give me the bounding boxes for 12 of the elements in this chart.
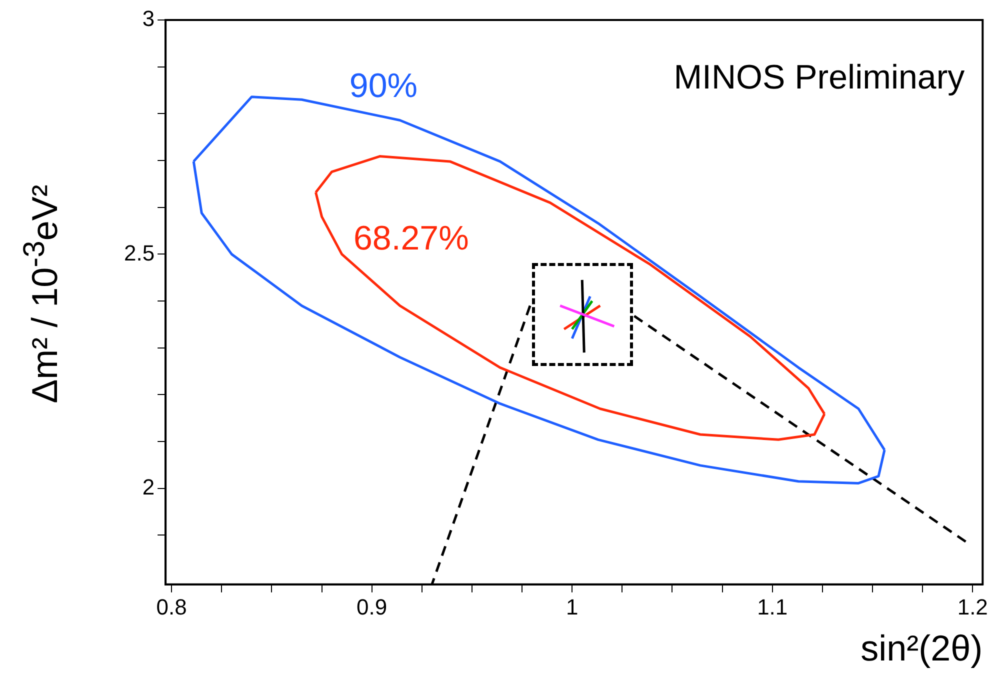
y-tick-label: 2.5 (124, 240, 155, 266)
annotation: 68.27% (354, 219, 469, 258)
annotation: 90% (349, 67, 418, 106)
x-tick-label: 1 (566, 594, 578, 620)
x-tick-label: 0.9 (356, 594, 388, 620)
x-tick-label: 1.2 (957, 594, 988, 620)
x-tick-label: 0.8 (156, 594, 187, 620)
x-tick-label: 1.1 (757, 594, 788, 620)
annotation: MINOS Preliminary (674, 58, 965, 96)
x-axis-title: sin²(2θ) (860, 627, 983, 668)
y-tick-label: 2 (142, 474, 155, 500)
y-tick-label: 3 (142, 6, 155, 32)
